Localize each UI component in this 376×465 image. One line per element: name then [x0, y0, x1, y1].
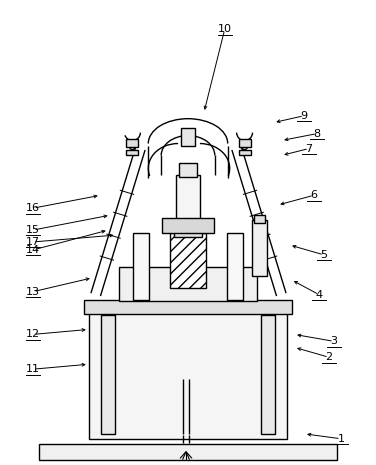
- Text: 11: 11: [26, 364, 40, 374]
- Text: 13: 13: [26, 286, 40, 297]
- Bar: [174, 225, 202, 237]
- Text: 8: 8: [314, 129, 321, 139]
- Bar: [176, 175, 200, 233]
- Text: 1: 1: [337, 434, 344, 444]
- Bar: [89, 310, 287, 439]
- Bar: [252, 220, 267, 276]
- Bar: [179, 163, 197, 177]
- Bar: [101, 314, 115, 434]
- Text: 3: 3: [331, 336, 337, 346]
- Bar: [84, 299, 292, 313]
- Text: 14: 14: [26, 245, 40, 255]
- Text: 16: 16: [26, 203, 40, 213]
- Text: 5: 5: [320, 250, 327, 260]
- Bar: [170, 233, 206, 288]
- Bar: [39, 444, 337, 459]
- Bar: [253, 215, 265, 223]
- Bar: [239, 139, 250, 146]
- Bar: [239, 151, 250, 155]
- Bar: [162, 218, 214, 233]
- Text: 2: 2: [325, 352, 332, 362]
- Text: 4: 4: [315, 290, 323, 299]
- Bar: [126, 139, 138, 146]
- Bar: [181, 127, 195, 146]
- Bar: [118, 267, 258, 300]
- Text: 10: 10: [218, 24, 232, 34]
- Bar: [133, 233, 149, 299]
- Text: 9: 9: [300, 111, 308, 121]
- Text: 12: 12: [26, 329, 40, 339]
- Text: 6: 6: [311, 190, 318, 200]
- Bar: [126, 151, 138, 155]
- Text: 15: 15: [26, 225, 40, 235]
- Text: 7: 7: [306, 144, 313, 153]
- Text: 17: 17: [26, 237, 40, 247]
- Bar: [261, 314, 275, 434]
- Bar: [227, 233, 243, 299]
- Circle shape: [185, 452, 188, 455]
